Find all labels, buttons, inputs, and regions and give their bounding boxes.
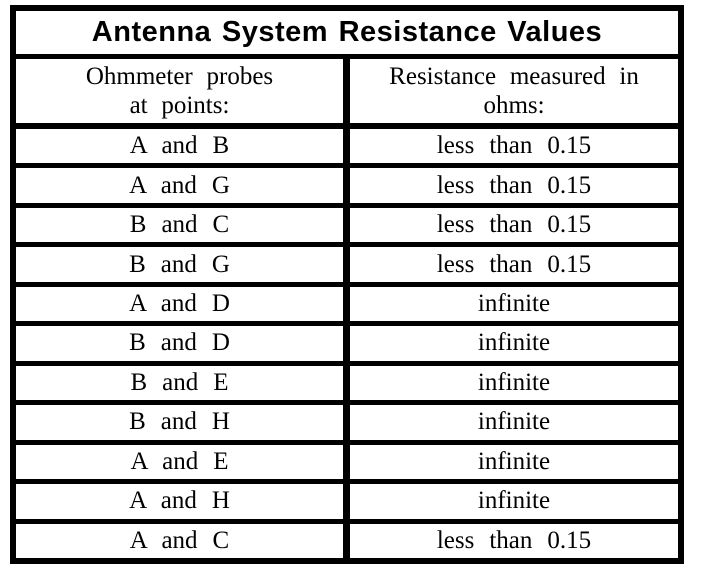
probes-cell: A and C (16, 523, 350, 558)
table-title: Antenna System Resistance Values (16, 11, 678, 59)
table-row: A and B less than 0.15 (16, 129, 678, 169)
probes-cell: A and D (16, 286, 350, 322)
resistance-cell: less than 0.15 (436, 132, 592, 160)
table-row: B and G less than 0.15 (16, 247, 678, 287)
table-row: A and D infinite (16, 286, 678, 327)
resistance-cell: infinite (477, 329, 551, 357)
probes-cell: A and E (16, 444, 350, 480)
header-cell-probes: Ohmmeter probes at points: (16, 59, 350, 123)
resistance-cell: less than 0.15 (436, 211, 592, 239)
probes-cell: A and B (16, 129, 350, 164)
table-body: A and B less than 0.15 A and G less than 0.… (16, 129, 678, 558)
probes-cell: B and C (16, 207, 350, 243)
resistance-cell: less than 0.15 (436, 526, 592, 554)
probes-cell: B and H (16, 405, 350, 440)
header-resistance-line2: ohms: (483, 92, 545, 119)
resistance-table: Antenna System Resistance Values Ohmmete… (10, 5, 684, 564)
resistance-cell: infinite (477, 408, 551, 436)
table-row: B and D infinite (16, 326, 678, 366)
probes-cell: B and D (16, 326, 350, 361)
resistance-cell: infinite (477, 368, 551, 396)
table-row: A and E infinite (16, 444, 678, 485)
resistance-cell: infinite (477, 487, 551, 515)
probes-cell: B and E (16, 365, 350, 401)
resistance-cell: less than 0.15 (436, 171, 592, 199)
table-row: A and G less than 0.15 (16, 168, 678, 208)
resistance-cell: infinite (477, 290, 551, 318)
table-row: B and E infinite (16, 365, 678, 406)
header-resistance-line1: Resistance measured in (389, 62, 639, 90)
header-probes-line1: Ohmmeter probes (85, 62, 274, 90)
resistance-cell: less than 0.15 (436, 250, 592, 278)
probes-cell: A and G (16, 168, 350, 203)
table-row: B and C less than 0.15 (16, 207, 678, 248)
probes-cell: B and G (16, 247, 350, 282)
table-header-row: Ohmmeter probes at points: Resistance me… (16, 59, 678, 129)
probes-cell: A and H (16, 484, 350, 519)
table-row: A and H infinite (16, 484, 678, 524)
table-row: A and C less than 0.15 (16, 523, 678, 558)
header-probes-line2: at points: (129, 92, 230, 119)
resistance-cell: infinite (477, 447, 551, 475)
table-row: B and H infinite (16, 405, 678, 445)
header-cell-resistance: Resistance measured in ohms: (350, 59, 678, 123)
